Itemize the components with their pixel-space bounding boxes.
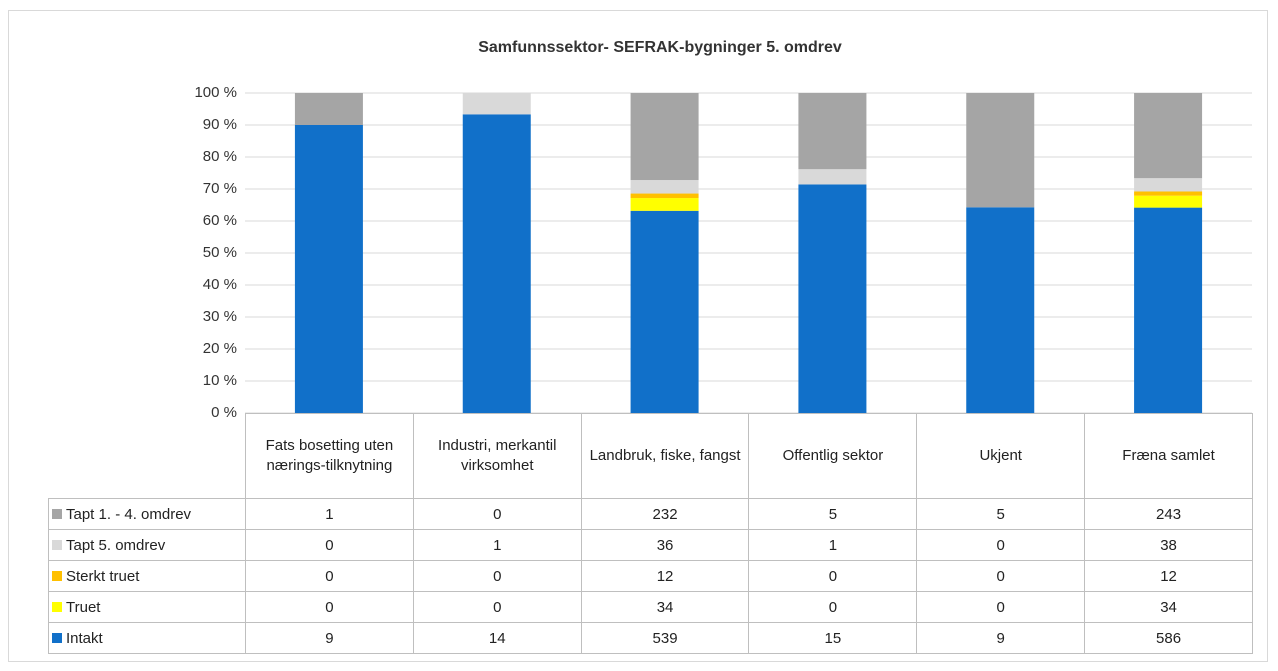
y-tick-label: 50 % <box>203 244 237 261</box>
table-value: 0 <box>412 591 582 623</box>
table-value: 15 <box>748 622 918 654</box>
legend-cell: Tapt 1. - 4. omdrev <box>48 498 246 530</box>
bar-segment <box>462 114 531 413</box>
table-value: 0 <box>245 591 414 623</box>
table-value: 1 <box>748 529 918 561</box>
legend-swatch <box>52 508 62 519</box>
category-label: Ukjent <box>916 413 1086 499</box>
table-value: 9 <box>245 622 414 654</box>
legend-cell: Sterkt truet <box>48 560 246 592</box>
table-value: 0 <box>245 529 414 561</box>
table-value: 0 <box>412 560 582 592</box>
table-value: 0 <box>916 591 1086 623</box>
table-value: 12 <box>580 560 750 592</box>
legend-swatch <box>52 539 62 550</box>
y-tick-label: 30 % <box>203 308 237 325</box>
y-tick-label: 100 % <box>194 84 237 101</box>
bar-segment <box>798 184 867 413</box>
bar-segment <box>462 93 531 115</box>
table-value: 34 <box>1084 591 1253 623</box>
bar-segment <box>630 180 699 194</box>
y-tick-label: 0 % <box>211 404 237 421</box>
y-tick-label: 80 % <box>203 148 237 165</box>
table-value: 1 <box>412 529 582 561</box>
bar-segment <box>630 198 699 211</box>
bar-segment <box>630 93 699 181</box>
bar-segment <box>1134 191 1203 196</box>
header-row: Fats bosetting uten nærings-tilknytning I… <box>49 413 1253 499</box>
corner-cell <box>49 414 246 499</box>
table-value: 232 <box>580 498 750 530</box>
table-row: Sterkt truet 0 0 12 0 0 12 <box>48 560 1253 592</box>
table-value: 243 <box>1084 498 1253 530</box>
table-value: 14 <box>412 622 582 654</box>
legend-label: Sterkt truet <box>66 567 140 585</box>
bar-segment <box>1134 178 1203 192</box>
bar-segment <box>1134 195 1203 208</box>
bar-segment <box>1134 93 1203 179</box>
bar-segment <box>966 93 1035 208</box>
y-tick-label: 90 % <box>203 116 237 133</box>
table-row: Intakt 9 14 539 15 9 586 <box>48 622 1253 654</box>
table-value: 5 <box>916 498 1086 530</box>
chart-frame <box>8 10 1268 662</box>
table-value: 5 <box>748 498 918 530</box>
legend-label: Tapt 1. - 4. omdrev <box>66 505 192 523</box>
bar-segment <box>294 93 363 125</box>
table-value: 0 <box>245 560 414 592</box>
y-tick-label: 20 % <box>203 340 237 357</box>
legend-cell: Truet <box>48 591 246 623</box>
y-tick-label: 60 % <box>203 212 237 229</box>
legend-swatch <box>52 632 62 643</box>
table-value: 38 <box>1084 529 1253 561</box>
y-tick-label: 40 % <box>203 276 237 293</box>
bar-segment <box>1134 207 1203 413</box>
table-row: Truet 0 0 34 0 0 34 <box>48 591 1253 623</box>
category-label: Fats bosetting uten nærings-tilknytning <box>245 413 414 499</box>
data-table: Fats bosetting uten nærings-tilknytning I… <box>48 413 1253 654</box>
bar-segment <box>798 93 867 170</box>
table-value: 34 <box>580 591 750 623</box>
table-value: 0 <box>748 591 918 623</box>
category-label: Fræna samlet <box>1084 413 1253 499</box>
table-value: 0 <box>916 560 1086 592</box>
table-value: 36 <box>580 529 750 561</box>
table-value: 0 <box>412 498 582 530</box>
bar-segment <box>630 210 699 413</box>
chart-title: Samfunnssektor- SEFRAK-bygninger 5. omdr… <box>478 39 842 56</box>
y-tick-label: 10 % <box>203 372 237 389</box>
table-row: Tapt 5. omdrev 0 1 36 1 0 38 <box>48 529 1253 561</box>
table-value: 539 <box>580 622 750 654</box>
table-value: 0 <box>916 529 1086 561</box>
legend-cell: Tapt 5. omdrev <box>48 529 246 561</box>
category-label: Offentlig sektor <box>748 413 918 499</box>
table-value: 1 <box>245 498 414 530</box>
category-label: Industri, merkantil virksomhet <box>412 413 582 499</box>
legend-label: Intakt <box>66 629 103 647</box>
bar-segment <box>798 169 867 185</box>
legend-swatch <box>52 570 62 581</box>
legend-cell: Intakt <box>48 622 246 654</box>
category-label: Landbruk, fiske, fangst <box>580 413 750 499</box>
table-row: Tapt 1. - 4. omdrev 1 0 232 5 5 243 <box>48 498 1253 530</box>
table-value: 0 <box>748 560 918 592</box>
table-value: 586 <box>1084 622 1253 654</box>
legend-label: Tapt 5. omdrev <box>66 536 166 554</box>
bar-segment <box>294 125 363 413</box>
bar-segment <box>630 193 699 199</box>
table-value: 9 <box>916 622 1086 654</box>
legend-swatch <box>52 601 62 612</box>
legend-label: Truet <box>66 598 101 616</box>
bar-segment <box>966 207 1035 413</box>
table-value: 12 <box>1084 560 1253 592</box>
y-tick-label: 70 % <box>203 180 237 197</box>
